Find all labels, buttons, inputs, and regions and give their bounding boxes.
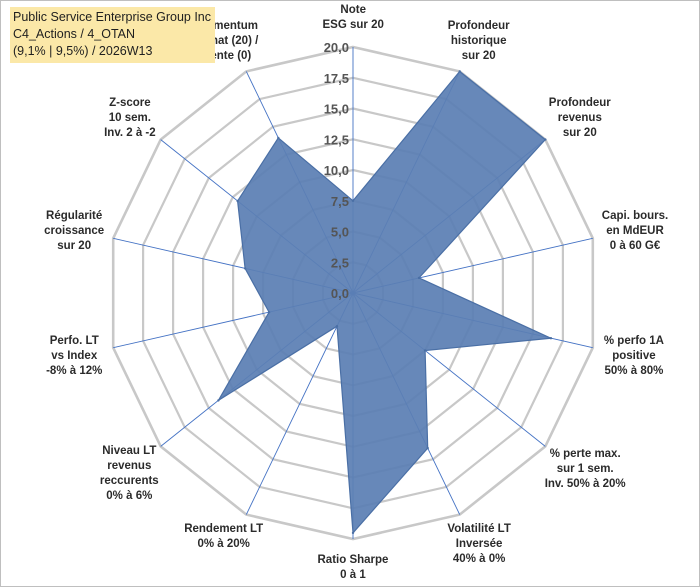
axis-label-line: 0 à 1 [340, 569, 366, 581]
tick-label: 20,0 [324, 40, 349, 55]
axis-label-line: 0 à 60 G€ [609, 240, 661, 252]
radar-series [217, 70, 554, 535]
tick-label: 15,0 [324, 102, 349, 117]
tick-label: 0,0 [331, 286, 349, 301]
axis-label-line: sur 1 sem. [556, 462, 614, 475]
axis-label: Profondeur historique sur 20 [448, 19, 510, 64]
axis-label-line: en MdEUR [606, 225, 664, 237]
title-company: Public Service Enterprise Group Inc [13, 10, 212, 24]
axis-spoke [245, 292, 354, 515]
series-area [217, 70, 554, 535]
axis-label-line: 0% à 6% [106, 490, 153, 503]
axis-label-line: Inv. 50% à 20% [544, 477, 626, 490]
axis-label-line: Profondeur [447, 20, 510, 33]
axis-label-line: Capi. bours. [601, 210, 669, 222]
tick-label: 2,5 [331, 255, 349, 270]
axis-label-line: Volatilité LT [447, 522, 511, 535]
axis-label-line: -8% à 12% [46, 365, 103, 377]
axis-label-line: 40% à 0% [452, 552, 506, 565]
chart-title-box: Public Service Enterprise Group Inc C4_A… [10, 7, 216, 63]
axis-label-line: revenus [557, 112, 602, 125]
axis-label: Régularité croissance sur 20 [44, 209, 104, 254]
tick-label: 5,0 [331, 225, 349, 240]
axis-label-line: historique [450, 35, 507, 48]
axis-label-line: Rendement LT [184, 523, 264, 536]
tick-label: 12,5 [324, 132, 349, 147]
axis-label-line: reccurents [99, 475, 159, 488]
axis-label-line: Z-score [109, 97, 151, 110]
axis-label-line: Régularité [46, 210, 103, 222]
series-point [351, 531, 355, 535]
axis-label: Rendement LT 0% à 20% [184, 522, 263, 552]
tick-label: 10,0 [324, 163, 349, 178]
axis-label-line: vs Index [51, 350, 98, 362]
series-point [243, 267, 247, 270]
axis-label-line: 10 sem. [108, 112, 151, 125]
axis-label-line: ESG sur 20 [322, 19, 384, 31]
tick-label: 7,5 [331, 194, 349, 209]
series-point [277, 136, 280, 140]
axis-label: % perfo 1A positive 50% à 80% [604, 334, 664, 379]
axis-label: Note ESG sur 20 [323, 3, 384, 33]
axis-label-line: croissance [44, 225, 105, 237]
axis-label: % perte max. sur 1 sem. Inv. 50% à 20% [545, 447, 626, 492]
axis-label-line: sur 20 [562, 127, 597, 140]
axis-label: Volatilité LT Inversée 40% à 0% [447, 522, 510, 567]
axis-label-line: Inversée [455, 537, 503, 550]
title-stats: (9,1% | 9,5%) / 2026W13 [13, 44, 153, 58]
axis-label-line: 0% à 20% [197, 538, 250, 551]
axis-label-line: Inv. 2 à -2 [104, 127, 156, 140]
axis-label-line: sur 20 [57, 240, 92, 252]
axis-label-line: revenus [107, 460, 152, 473]
series-point [423, 349, 427, 352]
axis-label: Niveau LT revenus reccurents 0% à 6% [100, 444, 159, 504]
axis-label-line: positive [612, 350, 656, 362]
axis-label: Profondeur revenus sur 20 [549, 96, 611, 141]
axis-label: Capi. bours. en MdEUR 0 à 60 G€ [602, 209, 668, 254]
series-point [217, 399, 220, 402]
axis-label-line: % perfo 1A [603, 335, 664, 347]
series-point [236, 199, 239, 203]
title-category: C4_Actions / 4_OTAN [13, 27, 136, 41]
axis-label-line: Niveau LT [102, 445, 157, 458]
axis-label-line: sur 20 [461, 50, 496, 63]
axis-label-line: Vente (0) [203, 50, 252, 63]
radial-ticks: 0,0 2,5 5,0 7,5 10,0 12,5 15,0 17,5 20,0 [324, 40, 349, 301]
series-point [544, 138, 547, 141]
axis-label: Perfo. LT vs Index -8% à 12% [46, 334, 102, 379]
tick-label: 17,5 [324, 71, 349, 86]
axis-label-line: Profondeur [548, 97, 611, 110]
axis-label: Ratio Sharpe 0 à 1 [318, 553, 389, 583]
series-point [335, 325, 339, 328]
series-point [426, 446, 429, 450]
axis-label-line: % perte max. [549, 447, 621, 460]
series-point [458, 70, 461, 73]
series-point [267, 311, 271, 314]
series-point [549, 337, 553, 340]
axis-label-line: Note [340, 4, 366, 16]
axis-label-line: 50% à 80% [604, 365, 664, 377]
series-point [351, 199, 355, 202]
axis-label-line: Ratio Sharpe [317, 554, 389, 566]
axis-label: Z-score 10 sem. Inv. 2 à -2 [104, 96, 156, 141]
series-point [417, 276, 421, 280]
axis-label-line: Perfo. LT [49, 335, 99, 347]
